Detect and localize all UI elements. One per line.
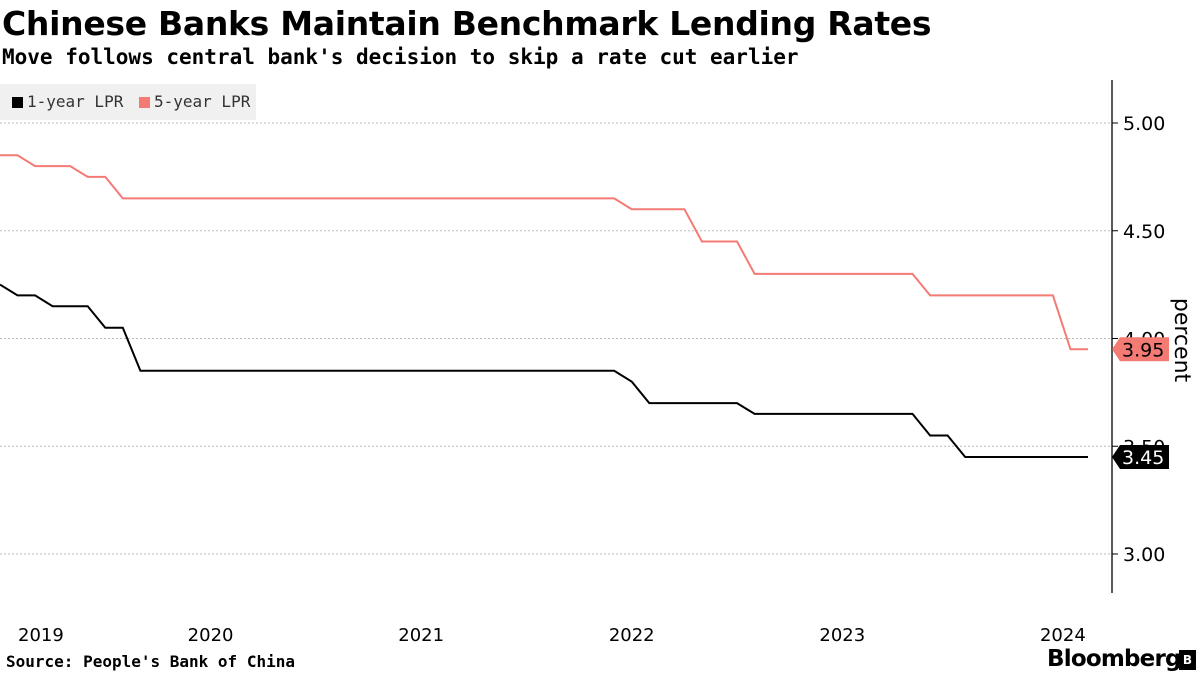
x-tick-label: 2024 [1040, 625, 1086, 646]
series-line-1 [0, 283, 1088, 458]
legend-item-1-year: 1-year LPR [12, 92, 123, 111]
legend-label: 5-year LPR [154, 92, 251, 111]
end-label-tag [1112, 445, 1169, 470]
bloomberg-terminal-icon: B [1179, 650, 1196, 670]
end-label-value: 3.45 [1122, 447, 1164, 469]
x-tick-label: 2022 [609, 625, 655, 646]
chart-subtitle: Move follows central bank's decision to … [2, 45, 799, 69]
y-tick-label: 5.00 [1123, 113, 1165, 135]
y-tick-label: 4.50 [1123, 221, 1165, 243]
end-label-tag [1112, 337, 1169, 362]
y-tick-label: 3.00 [1123, 544, 1165, 566]
y-axis-label: percent [1169, 298, 1194, 383]
x-tick-label: 2023 [819, 625, 865, 646]
series-line-2 [0, 154, 1088, 351]
legend: 1-year LPR 5-year LPR [0, 84, 256, 120]
legend-item-5-year: 5-year LPR [139, 92, 250, 111]
x-tick-label: 2019 [18, 625, 64, 646]
end-label-value: 3.95 [1122, 339, 1164, 361]
legend-swatch-black [12, 97, 23, 108]
chart-title: Chinese Banks Maintain Benchmark Lending… [2, 4, 932, 43]
source-note: Source: People's Bank of China [6, 652, 295, 671]
end-label-2: 3.95 [1112, 337, 1169, 362]
legend-swatch-salmon [139, 97, 150, 108]
x-tick-label: 2020 [188, 625, 234, 646]
bloomberg-logo: Bloomberg [1047, 646, 1181, 672]
legend-label: 1-year LPR [27, 92, 124, 111]
x-tick-label: 2021 [398, 625, 444, 646]
end-label-1: 3.45 [1112, 445, 1169, 470]
